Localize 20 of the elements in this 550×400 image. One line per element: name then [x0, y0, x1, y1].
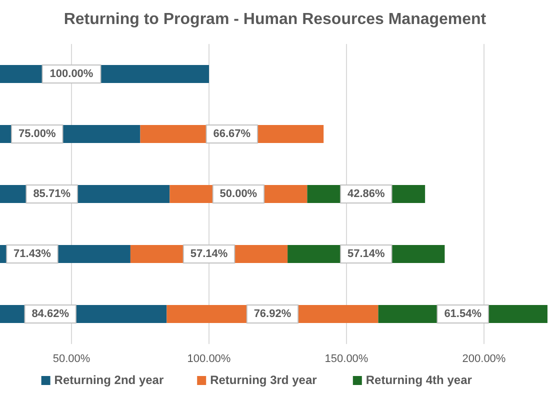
data-label: 50.00%	[220, 188, 258, 200]
x-tick-label: 200.00%	[462, 353, 506, 365]
data-label: 42.86%	[347, 188, 386, 200]
data-label: 100.00%	[50, 68, 94, 80]
data-label: 71.43%	[14, 248, 52, 260]
data-label: 61.54%	[444, 308, 482, 320]
x-tick-label: 50.00%	[52, 353, 90, 365]
legend-label: Returning 3rd year	[210, 373, 318, 388]
chart-title: Returning to Program - Human Resources Management	[64, 11, 487, 28]
data-label: 75.00%	[18, 128, 56, 140]
legend-label: Returning 2nd year	[54, 373, 164, 388]
x-tick-label: 100.00%	[187, 353, 231, 365]
data-label: 57.14%	[190, 248, 228, 260]
x-tick-label: 150.00%	[324, 353, 368, 365]
data-label: 76.92%	[254, 308, 292, 320]
data-label: 84.62%	[32, 308, 70, 320]
data-label: 57.14%	[347, 248, 386, 260]
data-label: 85.71%	[33, 188, 71, 200]
legend-label: Returning 4th year	[366, 373, 472, 388]
data-label: 66.67%	[213, 128, 251, 140]
